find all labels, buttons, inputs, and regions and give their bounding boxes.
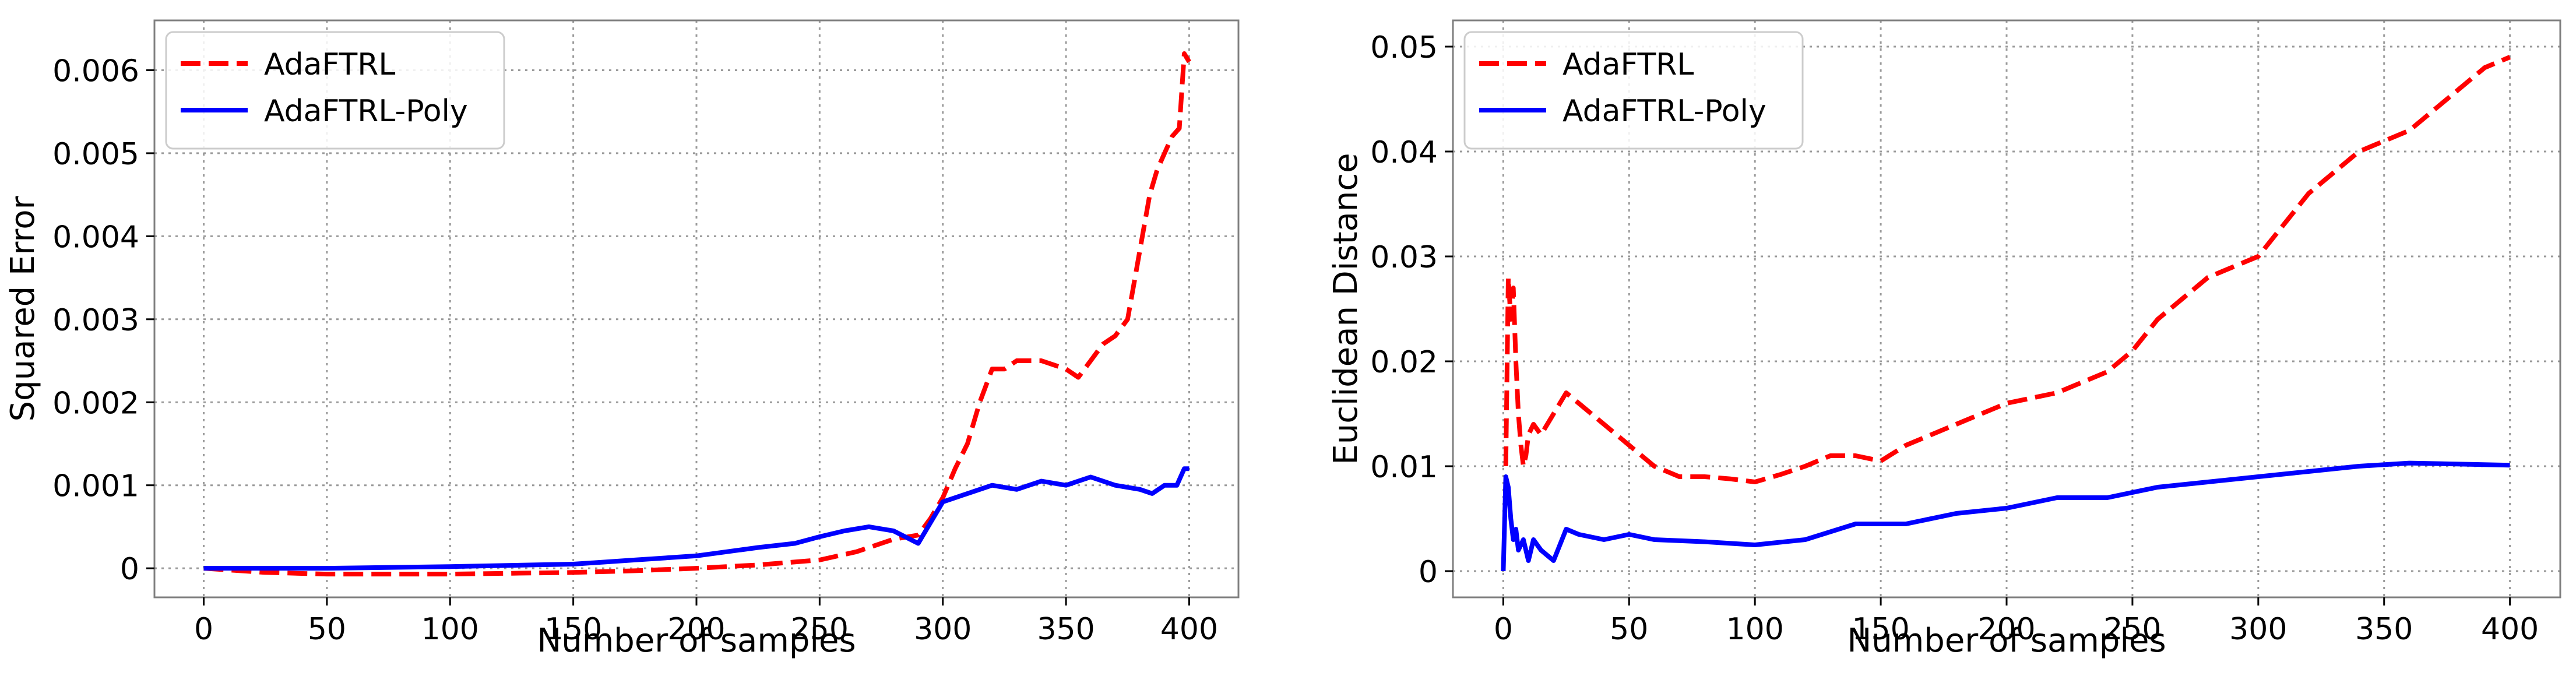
y-tick-label: 0.01 [1370,450,1438,485]
series-line-1 [1503,55,2511,484]
y-tick-label: 0.04 [1370,135,1438,170]
grid [154,20,1238,597]
legend-box [165,31,505,150]
x-tick-label: 50 [308,612,346,647]
legend-box [1463,31,1804,150]
legend: AdaFTRL AdaFTRL-Poly [165,31,505,150]
x-tick-label: 100 [421,612,479,647]
series-line-2 [203,466,1190,571]
x-tick-label: 250 [791,612,849,647]
legend-label: AdaFTRL-Poly [1563,94,1766,129]
y-tick-label: 0 [1419,555,1438,590]
x-tick-label: 400 [2481,612,2539,647]
x-tick-label: 350 [2355,612,2413,647]
x-tick-label: 0 [194,612,213,647]
y-tick-label: 0.005 [52,137,139,172]
series-line-2 [1501,460,2510,572]
y-tick-label: 0.003 [52,303,139,338]
x-tick-label: 200 [667,612,725,647]
y-tick-label: 0.02 [1370,345,1438,380]
x-axis-label: Number of samples [537,622,856,660]
x-tick-label: 150 [544,612,602,647]
x-tick-label: 50 [1610,612,1648,647]
y-tick-label: 0 [120,552,139,587]
x-tick-label: 150 [1852,612,1909,647]
y-tick-label: 0.05 [1370,30,1438,65]
y-tick-label: 0.006 [52,54,139,89]
x-tick-label: 0 [1494,612,1513,647]
x-tick-label: 200 [1977,612,2035,647]
chart-panel-1: 0 50 100 150 200 250 300 350 400 0 0.001 0.002 0.003… [4,19,1240,660]
legend-label: AdaFTRL [264,47,395,82]
y-tick-label: 0.002 [52,386,139,421]
x-tick-label: 400 [1160,612,1218,647]
chart-panel-2: 0 50 100 150 200 250 300 350 400 0 0.01 0.02 0.03 0.0… [1327,19,2561,660]
x-tick-label: 250 [2103,612,2161,647]
x-axis-label: Number of samples [1847,622,2166,660]
y-axis-label: Euclidean Distance [1327,153,1365,464]
grid [1453,20,2560,597]
y-axis-label: Squared Error [4,196,42,422]
legend-label: AdaFTRL-Poly [264,94,468,129]
x-tick-label: 350 [1037,612,1095,647]
legend-label: AdaFTRL [1563,47,1694,82]
x-tick-label: 300 [914,612,972,647]
x-tick-label: 100 [1726,612,1784,647]
series-line-1 [203,51,1191,577]
y-tick-label: 0.004 [52,220,139,255]
y-tick-label: 0.001 [52,469,139,504]
y-tick-label: 0.03 [1370,240,1438,275]
x-tick-label: 300 [2229,612,2287,647]
legend: AdaFTRL AdaFTRL-Poly [1463,31,1804,150]
